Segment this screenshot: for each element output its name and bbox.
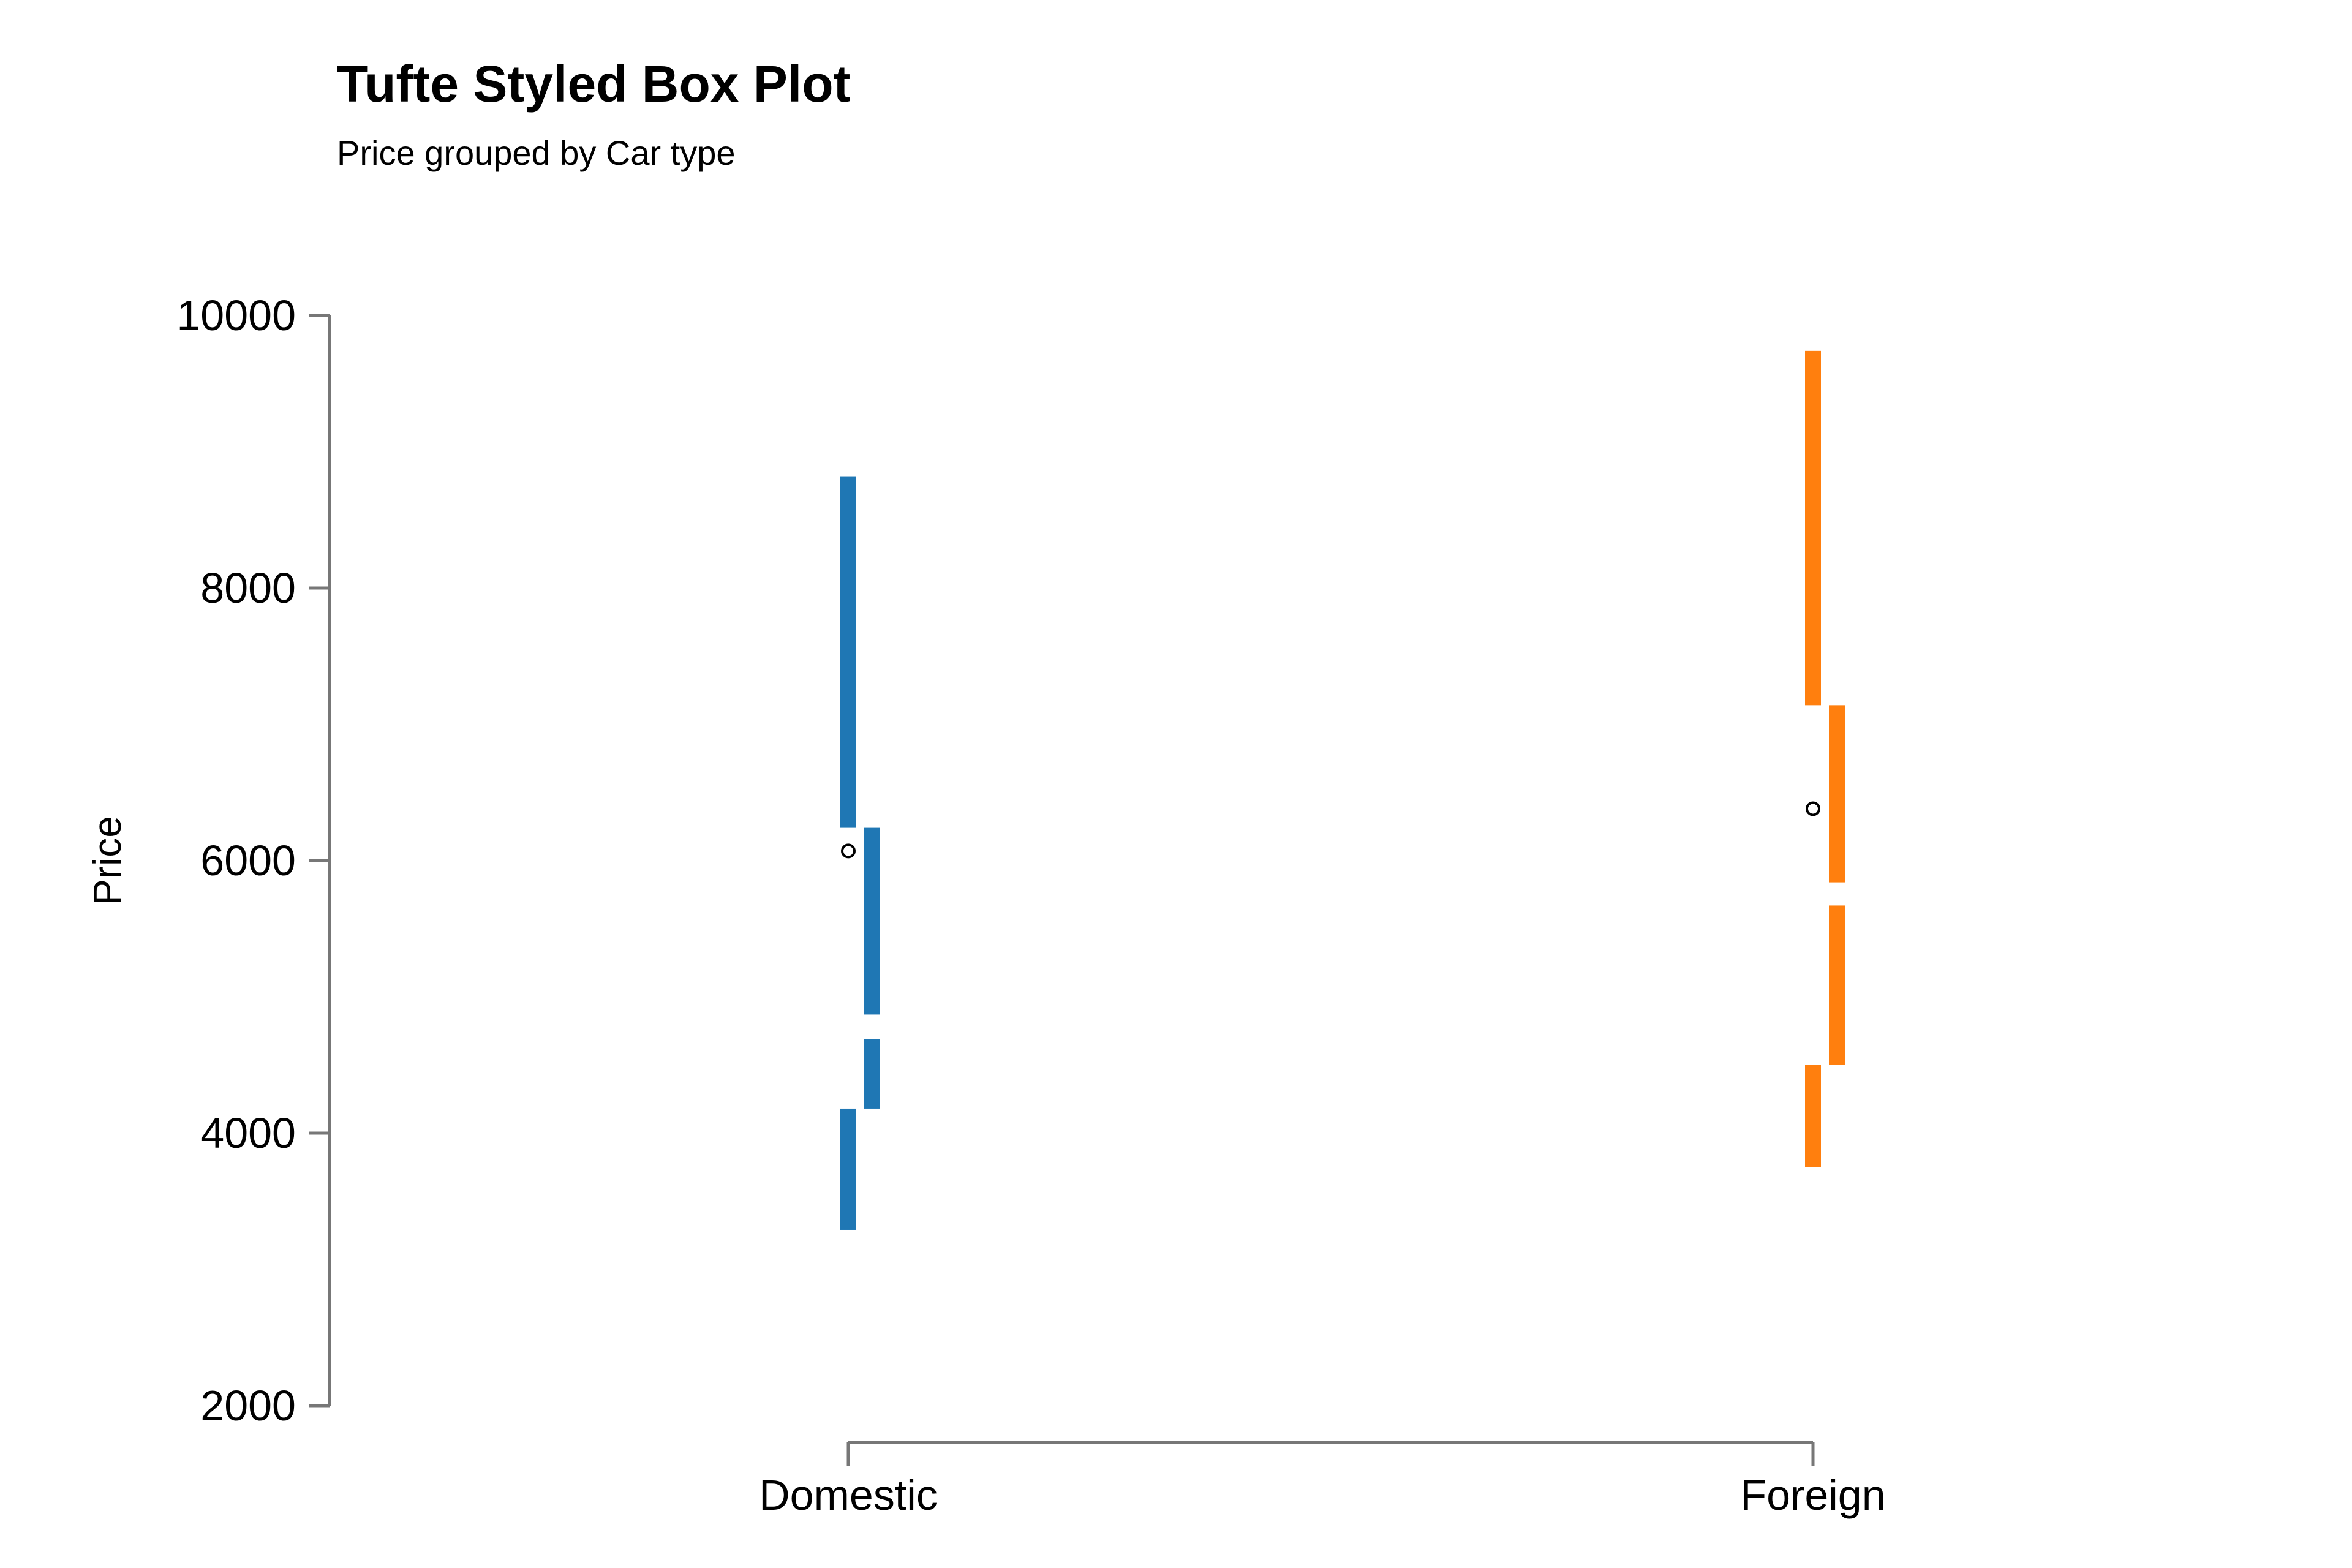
chart-subtitle: Price grouped by Car type <box>337 134 736 172</box>
lower-box <box>864 1039 880 1109</box>
y-axis: 2000 4000 6000 8000 10000 <box>176 292 331 1430</box>
x-axis: Domestic Foreign <box>759 1441 1886 1519</box>
upper-whisker <box>1805 350 1821 706</box>
lower-box <box>1829 905 1845 1065</box>
y-tick-label: 6000 <box>200 837 296 884</box>
chart-title: Tufte Styled Box Plot <box>337 55 851 113</box>
upper-box <box>864 827 880 1015</box>
x-tick-label: Domestic <box>759 1471 938 1519</box>
y-tick-label: 4000 <box>200 1109 296 1157</box>
upper-box <box>1829 705 1845 883</box>
box-series <box>840 350 1845 1230</box>
y-axis-title: Price <box>85 816 129 905</box>
mean-marker <box>1806 801 1820 816</box>
y-tick-label: 10000 <box>176 292 296 339</box>
mean-marker <box>841 843 856 859</box>
box-domestic <box>840 476 880 1230</box>
lower-whisker <box>840 1108 856 1230</box>
box-foreign <box>1805 350 1845 1167</box>
upper-whisker <box>840 476 856 828</box>
y-tick-label: 2000 <box>200 1382 296 1430</box>
x-tick-label: Foreign <box>1740 1471 1885 1519</box>
lower-whisker <box>1805 1065 1821 1167</box>
y-tick-label: 8000 <box>200 564 296 612</box>
